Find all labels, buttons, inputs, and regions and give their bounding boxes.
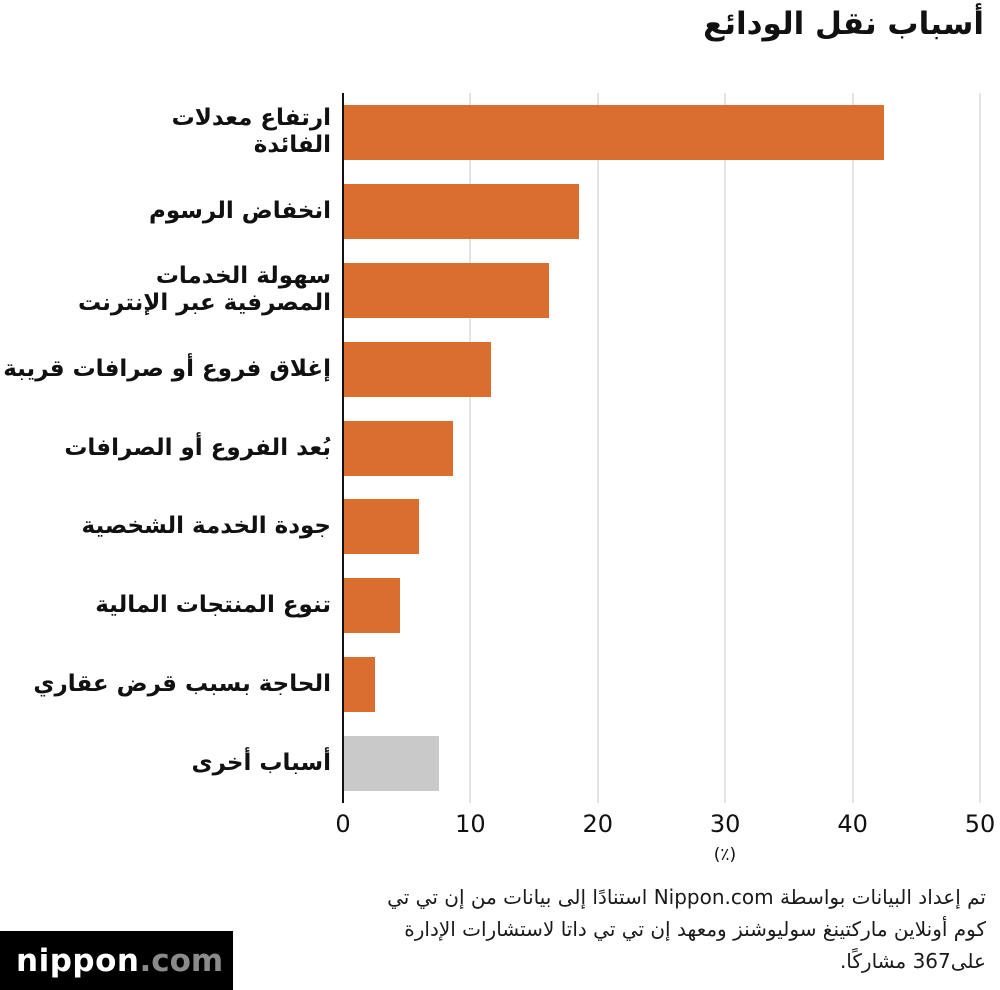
source-note-line: تم إعداد البيانات بواسطة Nippon.com استن…	[387, 885, 986, 909]
bar	[343, 183, 579, 239]
unit-label: (٪)	[713, 845, 737, 865]
bar-rows: ارتفاع معدلات الفائدة انخفاض الرسوم سهولة …	[0, 93, 980, 803]
x-tick-label: 10	[455, 810, 486, 838]
bar	[343, 578, 401, 634]
category-label: إغلاق فروع أو صرافات قريبة	[3, 355, 331, 382]
logo-brand-text: nippon	[16, 942, 140, 979]
gridlines	[342, 93, 981, 803]
source-note-line: كوم أونلاين ماركتينغ سوليوشنز ومعهد إن ت…	[404, 917, 986, 941]
category-label: ارتفاع معدلات الفائدة	[171, 105, 331, 159]
bar	[343, 736, 439, 792]
x-tick-label: 50	[964, 810, 996, 838]
nippon-logo: nippon .com	[0, 931, 233, 990]
bar-track	[343, 736, 980, 792]
gridline	[852, 93, 854, 803]
bar	[343, 104, 885, 160]
gridline	[979, 93, 981, 803]
bar-track	[343, 341, 980, 397]
bar-row: جودة الخدمة الشخصية	[0, 487, 980, 566]
category-label: جودة الخدمة الشخصية	[81, 513, 331, 540]
bar-row: ارتفاع معدلات الفائدة	[0, 93, 980, 172]
bar-chart: ارتفاع معدلات الفائدة انخفاض الرسوم سهولة …	[0, 93, 981, 803]
x-axis-ticks: 0 10 20 30 40 50	[335, 810, 995, 840]
y-axis-line	[342, 93, 344, 803]
x-tick-label: 30	[709, 810, 741, 838]
x-tick-label: 0	[335, 810, 351, 838]
source-note-line: على367 مشاركًا.	[839, 949, 986, 973]
bar-row: تنوع المنتجات المالية	[0, 566, 980, 645]
category-label: سهولة الخدمات المصرفية عبر الإنترنت	[77, 263, 331, 317]
category-label: الحاجة بسبب قرض عقاري	[33, 671, 331, 698]
bar-row: بُعد الفروع أو الصرافات	[0, 409, 980, 488]
bar-track	[343, 499, 980, 555]
logo-tld-text: .com	[139, 942, 224, 979]
bar-row: الحاجة بسبب قرض عقاري	[0, 645, 980, 724]
bar-row: انخفاض الرسوم	[0, 172, 980, 251]
category-label: أسباب أخرى	[191, 750, 332, 777]
gridline	[724, 93, 726, 803]
bar-track	[343, 578, 980, 634]
x-tick-label: 40	[837, 810, 868, 838]
chart-title: أسباب نقل الودائع	[703, 6, 984, 42]
bar-row: إغلاق فروع أو صرافات قريبة	[0, 330, 980, 409]
bar-track	[343, 183, 980, 239]
bar	[343, 657, 375, 713]
category-label: بُعد الفروع أو الصرافات	[64, 434, 331, 461]
category-label: انخفاض الرسوم	[149, 197, 331, 224]
bar	[343, 341, 491, 397]
gridline	[469, 93, 471, 803]
bar-row: سهولة الخدمات المصرفية عبر الإنترنت	[0, 251, 980, 330]
bar-track	[343, 262, 980, 318]
bar-track	[343, 420, 980, 476]
bar-track	[343, 104, 980, 160]
bar-track	[343, 657, 980, 713]
x-tick-label: 20	[582, 810, 614, 838]
bar	[343, 262, 550, 318]
bar	[343, 499, 420, 555]
bar	[343, 420, 453, 476]
source-note: تم إعداد البيانات بواسطة Nippon.com استن…	[266, 881, 986, 977]
bar-row: أسباب أخرى	[0, 724, 980, 803]
category-label: تنوع المنتجات المالية	[95, 592, 331, 619]
gridline	[597, 93, 599, 803]
